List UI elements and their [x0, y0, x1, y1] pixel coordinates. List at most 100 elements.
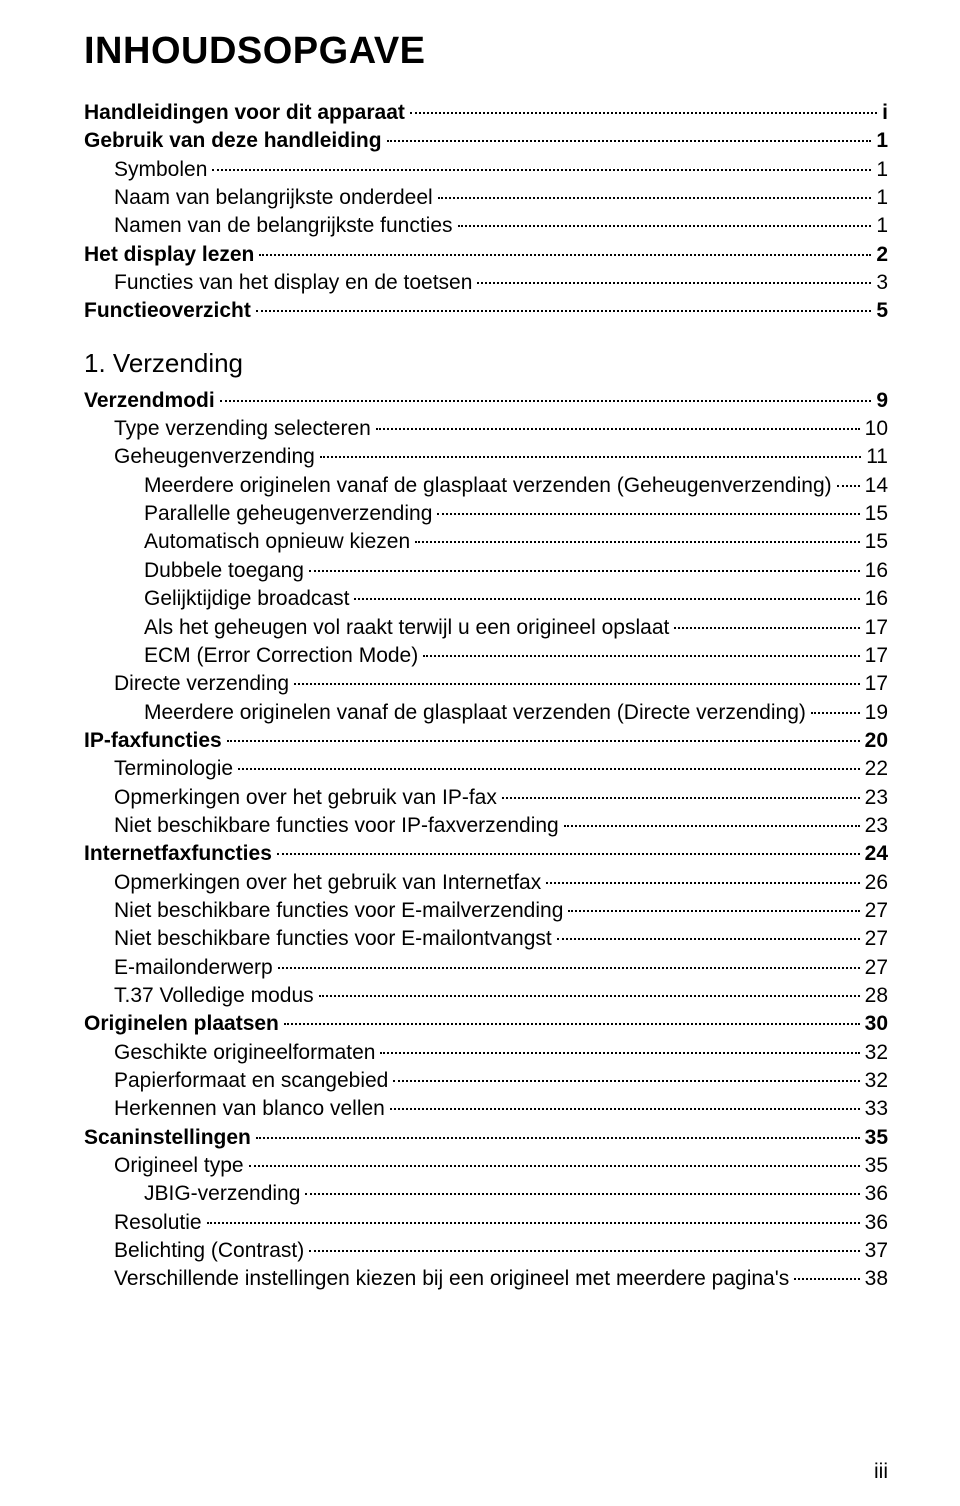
toc-entry: ECM (Error Correction Mode) 17	[84, 642, 888, 670]
toc-entry: Gebruik van deze handleiding1	[84, 127, 888, 155]
toc-entry-label: Functies van het display en de toetsen	[114, 269, 472, 297]
toc-leader-dots	[212, 169, 871, 171]
toc-entry: Directe verzending 17	[84, 670, 888, 698]
toc-entry-label: Papierformaat en scangebied	[114, 1067, 388, 1095]
toc-leader-dots	[220, 400, 872, 402]
toc-entry: Verzendmodi9	[84, 387, 888, 415]
toc-entry: Origineel type 35	[84, 1152, 888, 1180]
page-title: INHOUDSOPGAVE	[84, 30, 888, 73]
toc-entry: Niet beschikbare functies voor IP-faxver…	[84, 812, 888, 840]
toc-entry-label: Opmerkingen over het gebruik van Interne…	[114, 869, 541, 897]
document-page: INHOUDSOPGAVE Handleidingen voor dit app…	[0, 0, 960, 1506]
toc-entry-label: ECM (Error Correction Mode)	[144, 642, 418, 670]
toc-entry: T.37 Volledige modus 28	[84, 982, 888, 1010]
toc-entry-page: 33	[865, 1095, 888, 1123]
toc-entry-page: 16	[865, 557, 888, 585]
toc-entry-label: Namen van de belangrijkste functies	[114, 212, 453, 240]
toc-entry: Internetfaxfuncties 24	[84, 840, 888, 868]
toc-entry-page: 17	[865, 642, 888, 670]
toc-entry-label: Internetfaxfuncties	[84, 840, 272, 868]
toc-entry-label: Naam van belangrijkste onderdeel	[114, 184, 433, 212]
toc-entry-label: Parallelle geheugenverzending	[144, 500, 432, 528]
toc-entry: Scaninstellingen 35	[84, 1124, 888, 1152]
toc-entry-label: Origineel type	[114, 1152, 244, 1180]
toc-entry-page: 27	[865, 925, 888, 953]
toc-leader-dots	[564, 825, 860, 827]
toc-leader-dots	[278, 967, 860, 969]
toc-entry-page: 17	[865, 614, 888, 642]
toc-leader-dots	[256, 310, 871, 312]
toc-entry-label: Gebruik van deze handleiding	[84, 127, 382, 155]
toc-entry-page: 24	[865, 840, 888, 868]
toc-entry: Geheugenverzending11	[84, 443, 888, 471]
toc-entry-page: 17	[865, 670, 888, 698]
toc-entry-page: 23	[865, 812, 888, 840]
toc-leader-dots	[437, 513, 859, 515]
toc-entry-label: Het display lezen	[84, 241, 254, 269]
toc-entry-label: IP-faxfuncties	[84, 727, 222, 755]
toc-leader-dots	[238, 768, 860, 770]
toc-entry: Meerdere originelen vanaf de glasplaat v…	[84, 699, 888, 727]
toc-entry-page: 23	[865, 784, 888, 812]
toc-leader-dots	[256, 1137, 860, 1139]
toc-entry-page: 5	[876, 297, 888, 325]
toc-entry-label: JBIG-verzending	[144, 1180, 300, 1208]
toc-leader-dots	[207, 1222, 860, 1224]
toc-entry: Papierformaat en scangebied32	[84, 1067, 888, 1095]
toc-entry-page: 28	[865, 982, 888, 1010]
toc-leader-dots	[811, 712, 860, 714]
toc-entry-page: 1	[876, 184, 888, 212]
toc-leader-dots	[477, 282, 871, 284]
toc-entry-page: 22	[865, 755, 888, 783]
toc-entry: Naam van belangrijkste onderdeel 1	[84, 184, 888, 212]
toc-entry: Dubbele toegang16	[84, 557, 888, 585]
toc-leader-dots	[320, 456, 861, 458]
toc-entry-page: 36	[865, 1180, 888, 1208]
toc-entry-page: 15	[865, 528, 888, 556]
toc-leader-dots	[568, 910, 859, 912]
toc-leader-dots	[794, 1278, 859, 1280]
toc-entry: IP-faxfuncties 20	[84, 727, 888, 755]
toc-entry: Geschikte origineelformaten32	[84, 1039, 888, 1067]
toc-leader-dots	[423, 655, 859, 657]
toc-entry-page: 36	[865, 1209, 888, 1237]
toc-leader-dots	[376, 428, 860, 430]
toc-leader-dots	[393, 1080, 859, 1082]
toc-leader-dots	[557, 938, 860, 940]
toc-entry: Als het geheugen vol raakt terwijl u een…	[84, 614, 888, 642]
toc-entry-label: T.37 Volledige modus	[114, 982, 314, 1010]
toc-entry-page: 1	[876, 212, 888, 240]
toc-leader-dots	[502, 797, 860, 799]
toc-entry: Resolutie36	[84, 1209, 888, 1237]
toc-entry-page: 3	[876, 269, 888, 297]
toc-entry-page: 1	[876, 156, 888, 184]
toc-entry-label: Originelen plaatsen	[84, 1010, 279, 1038]
toc-entry-page: 20	[865, 727, 888, 755]
page-number-footer: iii	[874, 1460, 888, 1484]
toc-entry: Namen van de belangrijkste functies 1	[84, 212, 888, 240]
toc-entry: Functieoverzicht 5	[84, 297, 888, 325]
toc-entry: Gelijktijdige broadcast16	[84, 585, 888, 613]
toc-entry-label: E-mailonderwerp	[114, 954, 273, 982]
toc-leader-dots	[309, 1250, 859, 1252]
toc-entry: Verschillende instellingen kiezen bij ee…	[84, 1265, 888, 1293]
toc-entry-page: 32	[865, 1039, 888, 1067]
toc-entry: Handleidingen voor dit apparaati	[84, 99, 888, 127]
toc-entry-label: Functieoverzicht	[84, 297, 251, 325]
toc-entry-page: 35	[865, 1124, 888, 1152]
toc-leader-dots	[546, 882, 859, 884]
toc-leader-dots	[380, 1052, 859, 1054]
toc-entry-label: Niet beschikbare functies voor E-mailver…	[114, 897, 563, 925]
toc-entry-label: Directe verzending	[114, 670, 289, 698]
toc-entry-label: Scaninstellingen	[84, 1124, 251, 1152]
toc-entry-label: Herkennen van blanco vellen	[114, 1095, 385, 1123]
toc-leader-dots	[319, 995, 860, 997]
toc-leader-dots	[410, 112, 877, 114]
toc-entry-label: Niet beschikbare functies voor IP-faxver…	[114, 812, 559, 840]
toc-leader-dots	[305, 1193, 859, 1195]
toc-entry: Niet beschikbare functies voor E-mailver…	[84, 897, 888, 925]
toc-entry: Automatisch opnieuw kiezen15	[84, 528, 888, 556]
toc-entry-page: 35	[865, 1152, 888, 1180]
toc-leader-dots	[674, 627, 859, 629]
toc-entry-page: 27	[865, 897, 888, 925]
